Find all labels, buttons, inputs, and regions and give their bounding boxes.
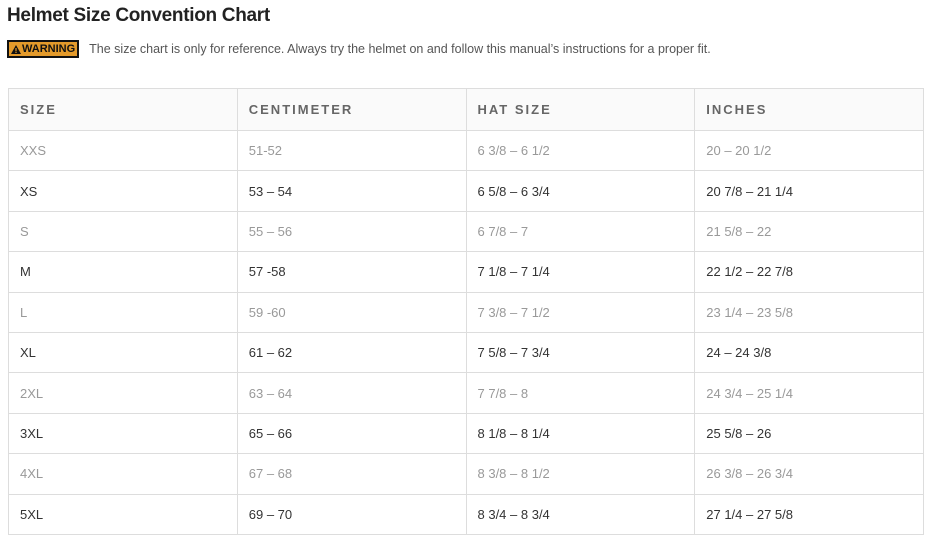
table-cell: 23 1/4 – 23 5/8 bbox=[694, 291, 924, 333]
table-row: M 57 -58 7 1/8 – 7 1/4 22 1/2 – 22 7/8 bbox=[8, 251, 924, 293]
table-cell: 24 – 24 3/8 bbox=[694, 331, 924, 374]
table-cell: 5XL bbox=[8, 493, 238, 535]
size-chart-table: SIZE CENTIMETER HAT SIZE INCHES XXS 51-52 6 3… bbox=[8, 88, 924, 535]
table-row: S 55 – 56 6 7/8 – 7 21 5/8 – 22 bbox=[8, 210, 924, 253]
table-cell: 67 – 68 bbox=[236, 453, 467, 495]
table-row: XS 53 – 54 6 5/8 – 6 3/4 20 7/8 – 21 1/4 bbox=[8, 170, 924, 212]
table-row: 5XL 69 – 70 8 3/4 – 8 3/4 27 1/4 – 27 5/8 bbox=[8, 493, 924, 535]
table-cell: 4XL bbox=[8, 453, 238, 495]
table-row: XXS 51-52 6 3/8 – 6 1/2 20 – 20 1/2 bbox=[8, 129, 924, 172]
page-title: Helmet Size Convention Chart bbox=[7, 5, 270, 26]
table-cell: 69 – 70 bbox=[236, 493, 467, 535]
table-cell: 53 – 54 bbox=[236, 170, 467, 212]
table-cell: 21 5/8 – 22 bbox=[694, 210, 924, 253]
table-cell: M bbox=[8, 251, 238, 293]
table-cell: L bbox=[8, 291, 238, 333]
table-cell: XL bbox=[8, 331, 238, 374]
table-cell: 20 7/8 – 21 1/4 bbox=[694, 170, 924, 212]
table-cell: 7 1/8 – 7 1/4 bbox=[465, 251, 696, 293]
table-cell: 22 1/2 – 22 7/8 bbox=[694, 251, 924, 293]
table-cell: 65 – 66 bbox=[236, 412, 467, 455]
table-cell: 55 – 56 bbox=[236, 210, 467, 253]
table-cell: 57 -58 bbox=[236, 251, 467, 293]
table-row: 4XL 67 – 68 8 3/8 – 8 1/2 26 3/8 – 26 3/4 bbox=[8, 453, 924, 495]
warning-badge: WARNING bbox=[7, 40, 80, 58]
column-header: SIZE bbox=[8, 88, 238, 131]
table-cell: XS bbox=[8, 170, 238, 212]
table-cell: 3XL bbox=[8, 412, 238, 455]
warning-triangle-icon bbox=[11, 44, 21, 54]
warning-notice: WARNING The size chart is only for refer… bbox=[7, 40, 711, 58]
table-row: L 59 -60 7 3/8 – 7 1/2 23 1/4 – 23 5/8 bbox=[8, 291, 924, 333]
table-cell: 25 5/8 – 26 bbox=[694, 412, 924, 455]
column-header: HAT SIZE bbox=[465, 88, 696, 131]
table-cell: XXS bbox=[8, 129, 238, 172]
table-cell: 6 7/8 – 7 bbox=[465, 210, 696, 253]
table-cell: 8 3/4 – 8 3/4 bbox=[465, 493, 696, 535]
table-cell: 2XL bbox=[8, 372, 238, 414]
table-cell: 61 – 62 bbox=[236, 331, 467, 374]
table-cell: 7 5/8 – 7 3/4 bbox=[465, 331, 696, 374]
table-cell: 26 3/8 – 26 3/4 bbox=[694, 453, 924, 495]
column-header: INCHES bbox=[694, 88, 924, 131]
table-cell: 27 1/4 – 27 5/8 bbox=[694, 493, 924, 535]
table-row: 2XL 63 – 64 7 7/8 – 8 24 3/4 – 25 1/4 bbox=[8, 372, 924, 414]
table-cell: 20 – 20 1/2 bbox=[694, 129, 924, 172]
table-cell: 24 3/4 – 25 1/4 bbox=[694, 372, 924, 414]
column-header: CENTIMETER bbox=[236, 88, 467, 131]
table-cell: 8 1/8 – 8 1/4 bbox=[465, 412, 696, 455]
table-header-row: SIZE CENTIMETER HAT SIZE INCHES bbox=[8, 88, 924, 131]
table-cell: 51-52 bbox=[236, 129, 467, 172]
table-cell: 63 – 64 bbox=[236, 372, 467, 414]
table-cell: 7 3/8 – 7 1/2 bbox=[465, 291, 696, 333]
table-cell: 7 7/8 – 8 bbox=[465, 372, 696, 414]
table-cell: 59 -60 bbox=[236, 291, 467, 333]
table-cell: 8 3/8 – 8 1/2 bbox=[465, 453, 696, 495]
table-cell: S bbox=[8, 210, 238, 253]
table-row: XL 61 – 62 7 5/8 – 7 3/4 24 – 24 3/8 bbox=[8, 331, 924, 374]
warning-badge-label: WARNING bbox=[22, 43, 76, 55]
table-cell: 6 3/8 – 6 1/2 bbox=[465, 129, 696, 172]
warning-text: The size chart is only for reference. Al… bbox=[89, 42, 711, 56]
table-cell: 6 5/8 – 6 3/4 bbox=[465, 170, 696, 212]
table-row: 3XL 65 – 66 8 1/8 – 8 1/4 25 5/8 – 26 bbox=[8, 412, 924, 455]
